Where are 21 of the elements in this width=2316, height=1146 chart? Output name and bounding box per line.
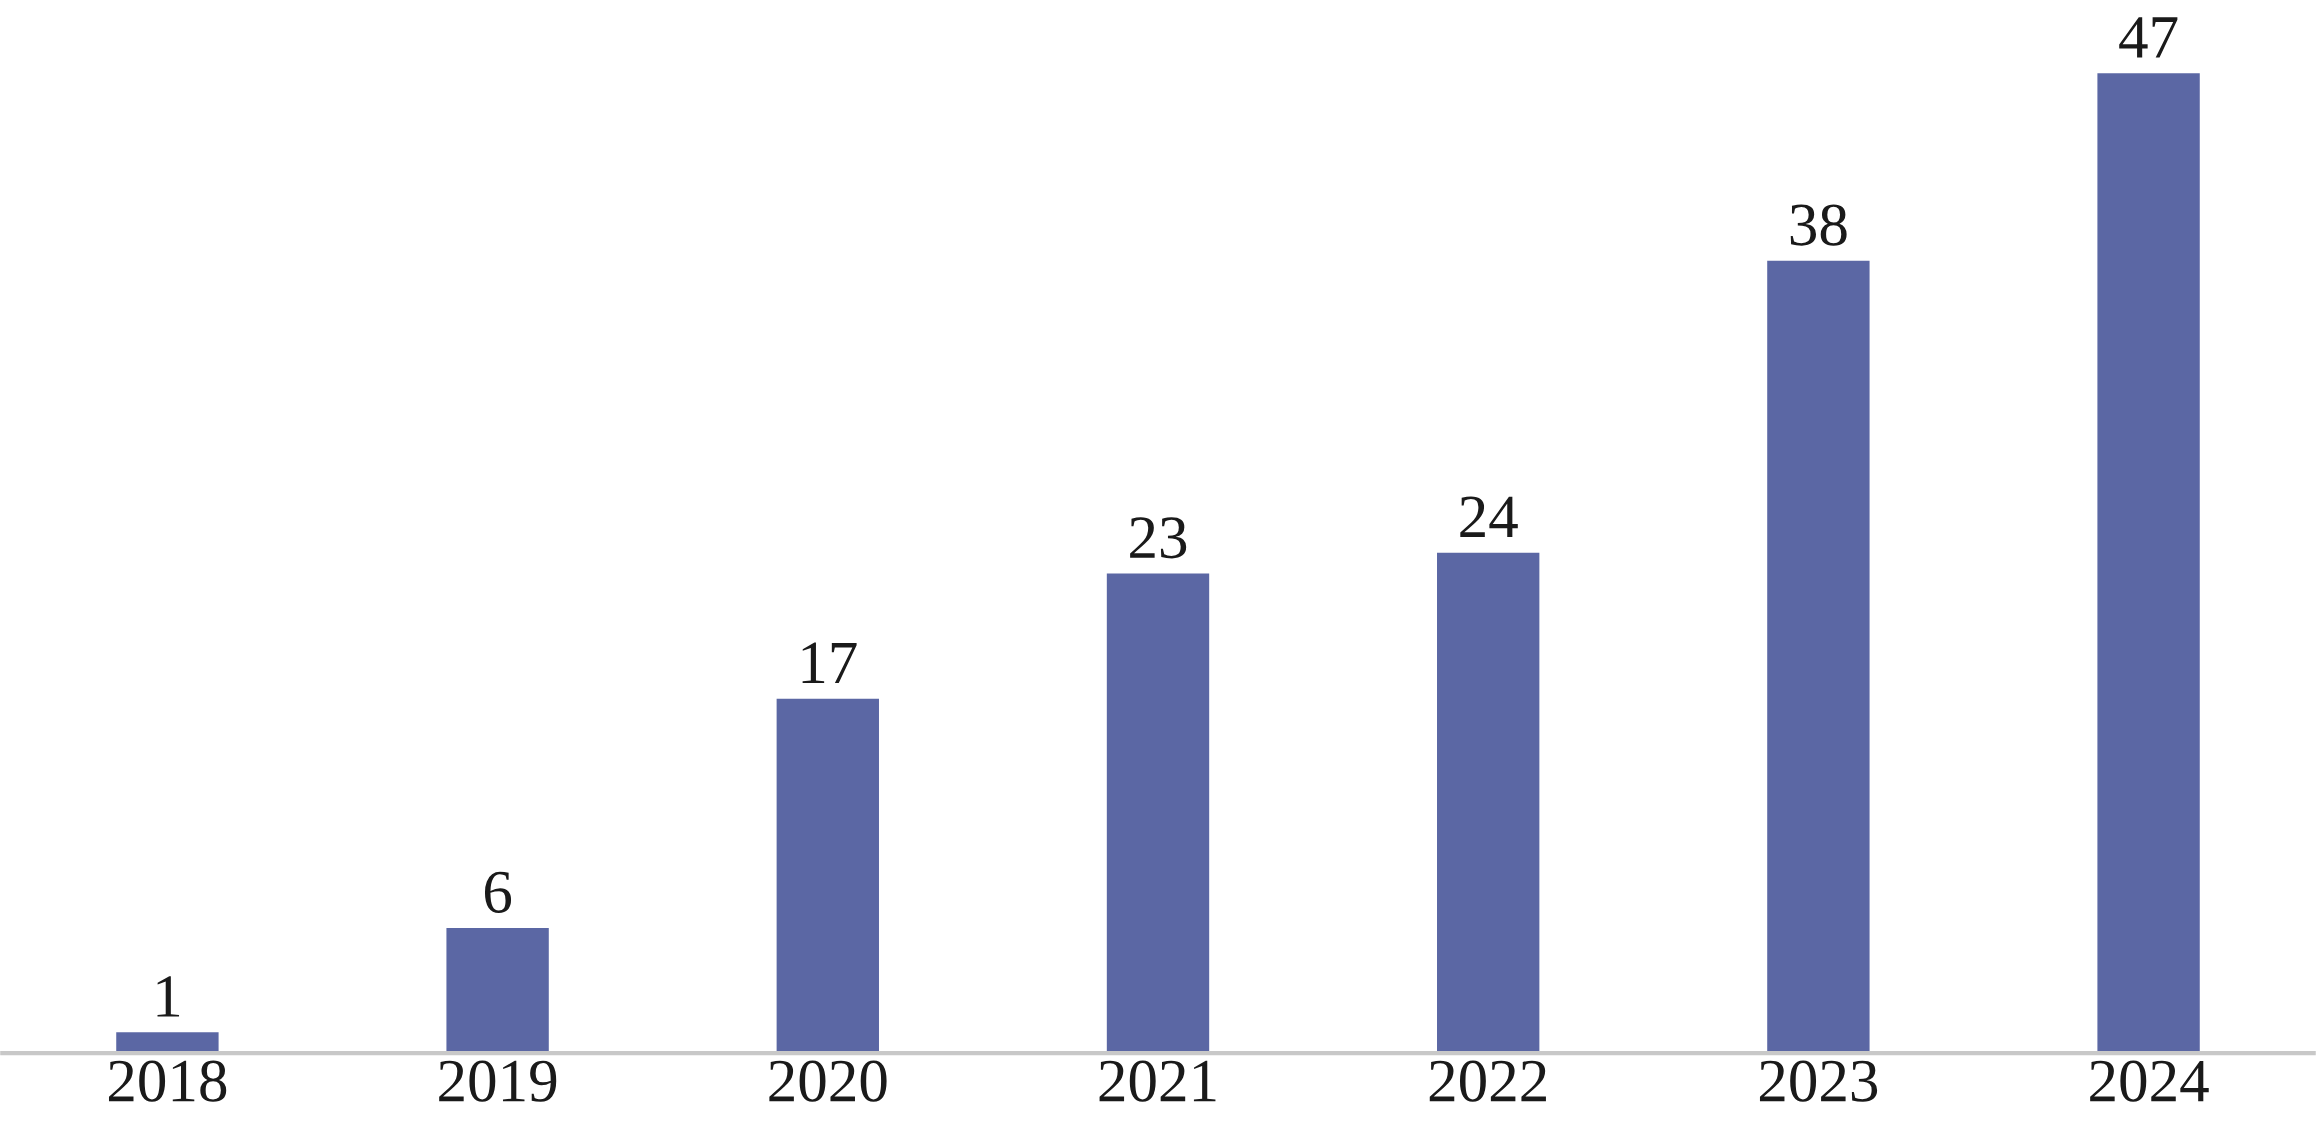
x-tick-label: 2022 xyxy=(1429,1060,1546,1102)
data-label: 24 xyxy=(1460,496,1518,537)
data-label: 47 xyxy=(2119,17,2178,58)
x-tick-label: 2020 xyxy=(769,1060,887,1102)
data-label: 17 xyxy=(802,642,857,683)
x-tick-label: 2019 xyxy=(439,1060,557,1102)
x-tick-label: 2021 xyxy=(1099,1060,1216,1102)
bar xyxy=(446,928,549,1054)
bar xyxy=(776,698,879,1054)
data-label: 38 xyxy=(1790,204,1847,246)
data-label: 6 xyxy=(484,871,512,913)
bar xyxy=(1767,260,1870,1054)
bar xyxy=(1106,573,1210,1054)
bar xyxy=(116,1032,219,1054)
x-tick-label: 2023 xyxy=(1759,1060,1878,1102)
data-label: 1 xyxy=(157,976,180,1017)
data-label: 23 xyxy=(1130,517,1187,559)
bar xyxy=(2097,73,2200,1054)
x-tick-label: 2018 xyxy=(108,1060,227,1102)
x-tick-label: 2024 xyxy=(2090,1060,2209,1102)
bar xyxy=(1437,552,1540,1054)
